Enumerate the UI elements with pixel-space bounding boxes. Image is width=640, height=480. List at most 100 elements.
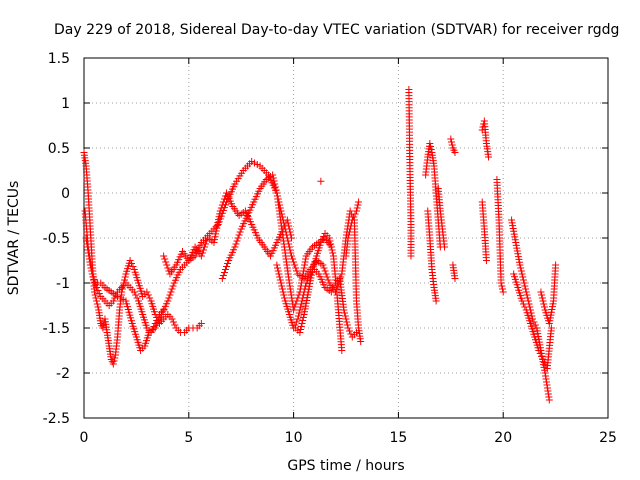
data-point [198, 249, 206, 257]
data-point [93, 297, 101, 305]
data-point [93, 300, 101, 308]
data-point [407, 252, 415, 260]
data-point [519, 276, 527, 284]
data-point [353, 204, 361, 212]
data-point [109, 297, 117, 305]
data-point [275, 198, 283, 206]
data-points [80, 86, 560, 404]
data-point [133, 294, 141, 302]
data-point [538, 291, 546, 299]
data-point [161, 255, 169, 263]
data-point [277, 279, 285, 287]
data-point [291, 261, 299, 269]
data-point [498, 282, 506, 290]
data-point [273, 261, 281, 269]
data-point [130, 288, 138, 296]
data-point [295, 309, 303, 317]
data-point [536, 350, 544, 357]
data-point [341, 309, 349, 317]
data-point [288, 252, 296, 260]
data-point [338, 347, 346, 354]
data-point [323, 273, 331, 281]
data-point [351, 210, 359, 218]
data-point [111, 354, 119, 362]
data-point [281, 222, 289, 230]
data-point [348, 219, 356, 227]
data-point [286, 246, 294, 254]
data-point [319, 261, 327, 269]
data-point [535, 347, 543, 354]
data-point [345, 228, 353, 236]
data-point [294, 315, 302, 323]
data-point [320, 233, 328, 240]
data-point [215, 216, 223, 224]
data-point [223, 263, 231, 270]
data-point [518, 297, 526, 305]
data-point [290, 306, 298, 314]
data-point [274, 267, 282, 275]
data-point [524, 297, 532, 305]
data-point [343, 318, 351, 326]
data-point [290, 258, 298, 266]
data-point [219, 272, 227, 279]
data-point [292, 318, 300, 326]
y-tick-label: -0.5 [43, 231, 70, 247]
data-point [168, 285, 176, 293]
data-point [540, 300, 548, 308]
data-point [280, 291, 288, 299]
data-point [531, 321, 539, 329]
data-point [121, 273, 129, 281]
data-point [317, 239, 325, 246]
data-point [540, 303, 548, 311]
data-point [350, 213, 358, 221]
y-tick-label: 0.5 [48, 141, 70, 157]
data-point [451, 275, 459, 282]
data-point [279, 216, 287, 224]
data-point [278, 282, 286, 290]
data-point [99, 324, 107, 332]
data-point [297, 323, 305, 330]
data-point [327, 243, 335, 251]
data-point [168, 315, 176, 323]
data-point [219, 198, 227, 206]
data-point [328, 246, 336, 254]
data-point [355, 198, 363, 206]
y-tick-label: -1 [56, 276, 70, 292]
data-point [302, 279, 310, 287]
data-point [346, 225, 354, 233]
data-point [216, 210, 224, 218]
data-point [224, 260, 232, 267]
data-point [499, 285, 507, 293]
data-point [341, 312, 349, 320]
data-point [220, 195, 228, 203]
data-point [297, 303, 305, 311]
data-point [297, 326, 305, 333]
data-point [357, 338, 365, 345]
data-point [270, 177, 278, 185]
data-point [296, 306, 304, 314]
data-point [160, 252, 168, 260]
data-point [94, 287, 102, 294]
data-point [294, 312, 302, 320]
data-point [518, 270, 526, 278]
data-point [321, 267, 329, 275]
data-point [143, 288, 151, 296]
data-point [280, 219, 288, 227]
data-point [146, 294, 154, 302]
data-point [88, 270, 96, 278]
data-point [522, 288, 530, 296]
data-point [163, 261, 171, 269]
data-point [231, 243, 239, 251]
data-point [451, 149, 459, 156]
data-point [129, 263, 137, 270]
data-point [499, 288, 507, 296]
data-point [275, 270, 283, 278]
data-point [302, 255, 310, 263]
data-point [447, 135, 455, 143]
x-tick-label: 20 [494, 430, 512, 446]
data-point [92, 294, 100, 302]
data-point [301, 258, 309, 266]
data-point [126, 257, 134, 264]
data-point [197, 252, 205, 260]
data-point [291, 303, 299, 311]
